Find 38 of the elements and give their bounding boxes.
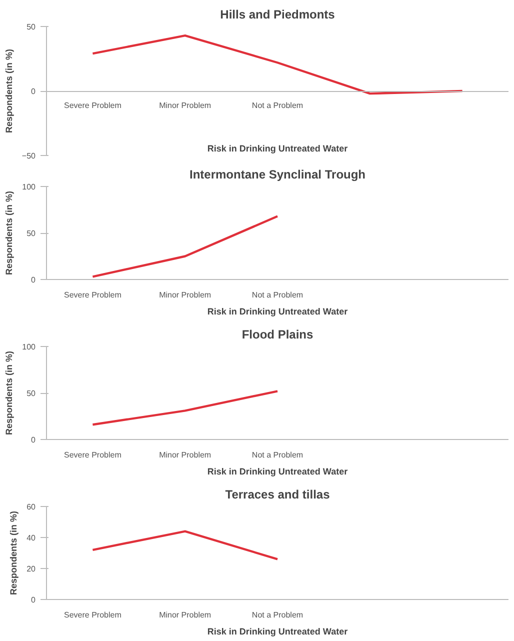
y-tick-label: −50 [22, 152, 36, 160]
y-axis-title: Respondents (in %) [4, 350, 14, 435]
chart-title: Terraces and tillas [225, 488, 330, 502]
x-tick-label: Not a Problem [252, 450, 304, 460]
x-tick-label: Severe Problem [64, 450, 122, 460]
chart-title: Flood Plains [242, 328, 314, 342]
y-tick-label: 50 [26, 389, 36, 398]
y-tick-label: 0 [31, 436, 36, 444]
x-axis-title: Risk in Drinking Untreated Water [207, 144, 348, 154]
x-tick-label: Minor Problem [159, 450, 212, 460]
y-tick-label: 50 [26, 22, 36, 32]
x-tick-label: Minor Problem [159, 290, 212, 300]
x-axis-title: Risk in Drinking Untreated Water [207, 626, 348, 636]
x-tick-label: Minor Problem [159, 101, 212, 110]
y-axis-title: Respondents (in %) [4, 48, 14, 133]
y-tick-label: 0 [31, 596, 36, 604]
x-tick-label: Not a Problem [252, 101, 304, 110]
y-tick-label: 0 [31, 276, 36, 284]
y-tick-label: 100 [22, 342, 36, 352]
y-axis-title: Respondents (in %) [8, 510, 19, 595]
y-tick-label: 50 [26, 229, 36, 238]
y-tick-label: 60 [26, 502, 36, 512]
line-series [92, 34, 464, 95]
y-tick-label: 100 [22, 182, 36, 192]
chart-title: Hills and Piedmonts [220, 8, 336, 22]
x-tick-label: Severe Problem [64, 290, 122, 300]
x-tick-label: Not a Problem [252, 610, 304, 620]
y-axis-title: Respondents (in %) [4, 190, 14, 275]
x-tick-label: Severe Problem [64, 610, 122, 620]
chart-title: Intermontane Synclinal Trough [189, 168, 366, 182]
y-tick-label: 40 [26, 534, 36, 542]
y-tick-label: 0 [31, 87, 36, 96]
x-tick-label: Not a Problem [252, 290, 304, 300]
x-tick-label: Minor Problem [159, 610, 212, 620]
x-tick-label: Severe Problem [64, 101, 122, 110]
x-axis-title: Risk in Drinking Untreated Water [207, 466, 348, 476]
x-axis-title: Risk in Drinking Untreated Water [207, 306, 348, 316]
y-tick-label: 20 [26, 564, 36, 574]
